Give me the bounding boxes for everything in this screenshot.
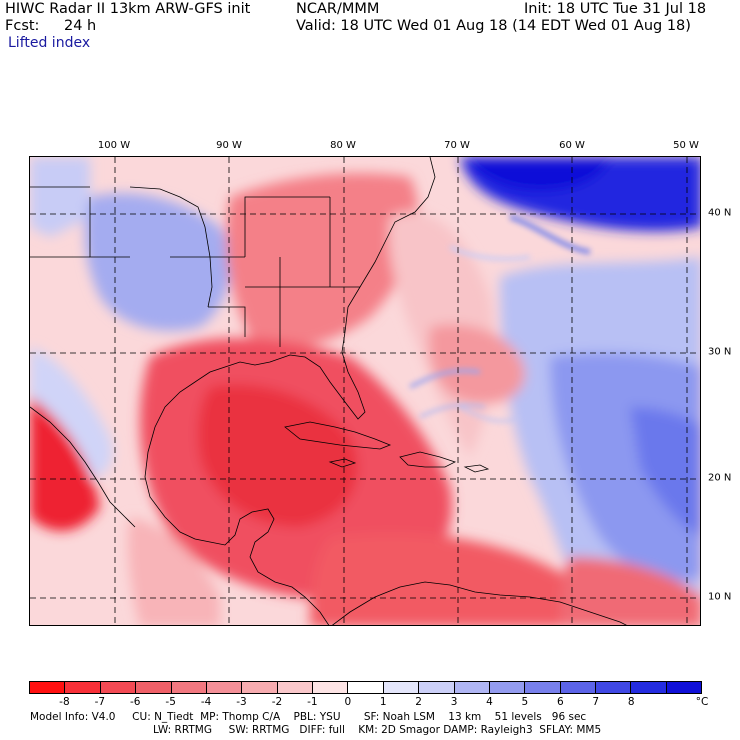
colorbar-tick-label: -8 [59,696,70,708]
colorbar-tick-label: -5 [165,696,176,708]
colorbar [29,681,702,694]
colorbar-swatch [347,682,383,693]
model-info-line1: Model Info: V4.0 CU: N_Tiedt MP: Thomp C… [30,711,587,723]
colorbar-swatch [241,682,277,693]
fcst-label: Fcst: [5,18,40,34]
lat-label: 10 N [708,591,732,603]
valid-time: Valid: 18 UTC Wed 01 Aug 18 (14 EDT Wed … [296,18,691,34]
lon-label: 50 W [673,140,699,151]
colorbar-swatch [595,682,631,693]
model-title: HIWC Radar II 13km ARW-GFS init [5,1,251,17]
colorbar-tick-label: 4 [486,696,493,708]
colorbar-swatch [170,682,206,693]
colorbar-swatch [559,682,595,693]
colorbar-swatch [64,682,100,693]
colorbar-tick-label: 8 [627,696,635,708]
colorbar-swatch [453,682,489,693]
org-label: NCAR/MMM [296,1,380,17]
colorbar-tick-label: -6 [130,696,141,708]
colorbar-tick-label: 2 [415,696,422,708]
colorbar-swatch [135,682,171,693]
colorbar-swatch [30,682,65,693]
lifted-index-map [29,156,701,626]
lat-label: 30 N [708,346,732,358]
colorbar-swatch [382,682,419,693]
colorbar-swatch [488,682,525,693]
colorbar-swatch [418,682,454,693]
swirl-features [409,214,591,423]
colorbar-unit: °C [695,696,709,708]
colorbar-swatch [630,682,666,693]
colorbar-tick-label: -3 [236,696,247,708]
map-canvas [30,157,700,625]
colorbar-swatch [665,682,702,693]
colorbar-tick-label: -4 [200,696,212,708]
colorbar-swatch [524,682,560,693]
field-name: Lifted index [8,35,91,51]
lon-label: 60 W [559,140,585,151]
colorbar-swatch [276,682,312,693]
colorbar-tick-label: 5 [521,696,529,708]
lon-label: 100 W [97,140,131,151]
graticule [30,157,700,625]
colorbar-tick-label: -2 [271,696,283,708]
init-time: Init: 18 UTC Tue 31 Jul 18 [524,1,707,17]
coastlines [30,157,627,625]
lon-label: 70 W [444,140,470,151]
colorbar-tick-label: 3 [450,696,458,708]
colorbar-swatch [205,682,242,693]
model-info-line2: LW: RRTMG SW: RRTMG DIFF: full KM: 2D Sm… [153,724,602,736]
lat-label: 20 N [708,472,732,484]
lon-label: 90 W [216,140,242,151]
lat-label: 40 N [708,207,732,219]
fcst-value: 24 h [64,18,97,34]
colorbar-tick-label: -1 [307,696,318,708]
lifted-index-field [30,157,700,625]
colorbar-tick-label: 0 [344,696,352,708]
colorbar-tick-label: 7 [592,696,600,708]
colorbar-tick-label: -7 [94,696,106,708]
colorbar-tick-label: 6 [556,696,564,708]
colorbar-swatch [99,682,136,693]
lon-label: 80 W [330,140,356,151]
colorbar-swatch [312,682,348,693]
colorbar-tick-label: 1 [379,696,387,708]
